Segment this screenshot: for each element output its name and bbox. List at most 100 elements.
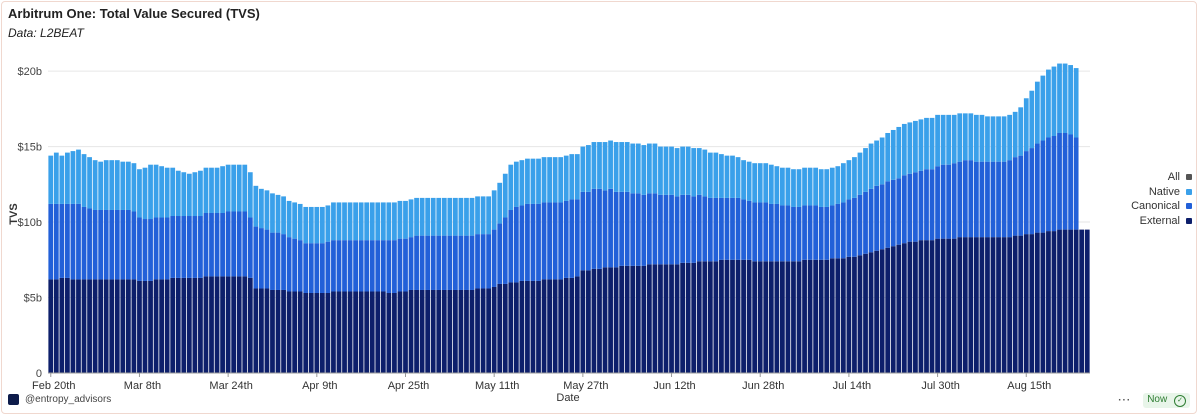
bar-external <box>469 289 475 373</box>
bar-canonical <box>65 203 70 278</box>
bar-canonical <box>131 211 137 280</box>
bar-native <box>380 202 386 241</box>
bar-external <box>392 293 397 373</box>
bar-external <box>53 279 59 373</box>
bar-native <box>275 194 281 233</box>
bar-canonical <box>59 203 65 278</box>
y-tick-label: 0 <box>36 368 42 380</box>
bar-external <box>1012 235 1018 373</box>
bar-canonical <box>164 217 170 280</box>
bar-canonical <box>846 199 852 257</box>
bar-canonical <box>907 173 913 242</box>
bar-canonical <box>81 206 87 280</box>
bar-canonical <box>259 228 264 289</box>
bar-canonical <box>719 197 724 260</box>
bar-external <box>59 277 65 373</box>
legend-item-canonical[interactable]: Canonical <box>1120 199 1192 214</box>
bar-native <box>874 140 879 186</box>
bar-external <box>114 279 120 373</box>
bar-external <box>81 279 87 373</box>
bar-native <box>502 173 508 218</box>
bar-native <box>591 142 597 189</box>
refresh-status-badge[interactable]: Now ✓ <box>1143 393 1190 408</box>
bar-canonical <box>852 197 857 257</box>
bar-native <box>658 146 663 195</box>
bar-external <box>874 250 879 373</box>
bar-canonical <box>314 243 320 293</box>
bar-external <box>308 293 314 373</box>
bar-canonical <box>491 229 497 287</box>
bar-native <box>918 119 924 171</box>
bar-canonical <box>148 219 153 281</box>
bar-canonical <box>236 211 242 277</box>
bar-canonical <box>159 217 165 280</box>
bar-external <box>475 288 480 373</box>
bar-canonical <box>824 206 830 260</box>
bar-external <box>480 288 486 373</box>
bar-canonical <box>685 194 691 263</box>
bar-external <box>242 276 248 373</box>
bar-canonical <box>403 238 408 292</box>
bar-external <box>347 291 353 373</box>
bar-canonical <box>125 209 131 280</box>
bar-external <box>696 261 702 373</box>
bar-canonical <box>441 235 447 290</box>
bar-native <box>818 169 824 207</box>
bar-native <box>829 167 835 206</box>
legend-swatch-native <box>1186 188 1192 195</box>
bar-external <box>175 277 181 373</box>
chart-title: Arbitrum One: Total Value Secured (TVS) <box>8 6 260 21</box>
bar-external <box>1029 234 1035 373</box>
bar-native <box>98 161 104 210</box>
legend-item-native[interactable]: Native <box>1120 185 1192 200</box>
bar-native <box>92 160 98 210</box>
bar-external <box>807 259 813 373</box>
bar-external <box>452 289 458 373</box>
bar-canonical <box>746 200 752 260</box>
bar-canonical <box>198 216 203 278</box>
bar-canonical <box>536 203 541 281</box>
bar-native <box>780 167 785 206</box>
bar-external <box>1034 232 1040 373</box>
bar-native <box>619 142 625 192</box>
bar-native <box>807 167 813 206</box>
bar-canonical <box>336 240 342 292</box>
bar-canonical <box>563 200 569 278</box>
bar-canonical <box>768 203 774 262</box>
bar-native <box>1001 116 1007 162</box>
bar-canonical <box>691 196 697 263</box>
bar-external <box>247 277 253 373</box>
bar-external <box>319 293 325 373</box>
bar-external <box>103 279 109 373</box>
bar-native <box>414 197 419 236</box>
bar-canonical <box>929 169 935 241</box>
bar-external <box>591 268 597 373</box>
bar-external <box>846 256 852 373</box>
bar-external <box>1057 229 1062 373</box>
bar-canonical <box>386 240 392 293</box>
bar-canonical <box>464 235 469 290</box>
bar-native <box>680 146 686 195</box>
legend-item-external[interactable]: External <box>1120 214 1192 229</box>
bar-native <box>685 146 691 195</box>
bar-canonical <box>996 161 1001 238</box>
bar-external <box>763 261 769 373</box>
bar-canonical <box>303 243 309 293</box>
bar-external <box>962 237 968 373</box>
bar-external <box>513 282 519 373</box>
legend-item-all[interactable]: All <box>1120 170 1192 185</box>
bar-canonical <box>286 237 292 292</box>
bar-canonical <box>397 238 403 292</box>
bar-external <box>857 255 863 373</box>
bar-external <box>375 291 381 373</box>
bar-native <box>264 190 270 230</box>
bar-native <box>419 197 425 236</box>
bar-canonical <box>1062 132 1068 230</box>
bar-native <box>242 164 248 212</box>
bar-native <box>131 163 137 212</box>
status-label: Now <box>1147 394 1168 405</box>
bar-external <box>901 243 907 373</box>
bar-canonical <box>342 240 347 292</box>
more-options-button[interactable]: ··· <box>1118 395 1132 406</box>
bar-native <box>962 113 968 161</box>
